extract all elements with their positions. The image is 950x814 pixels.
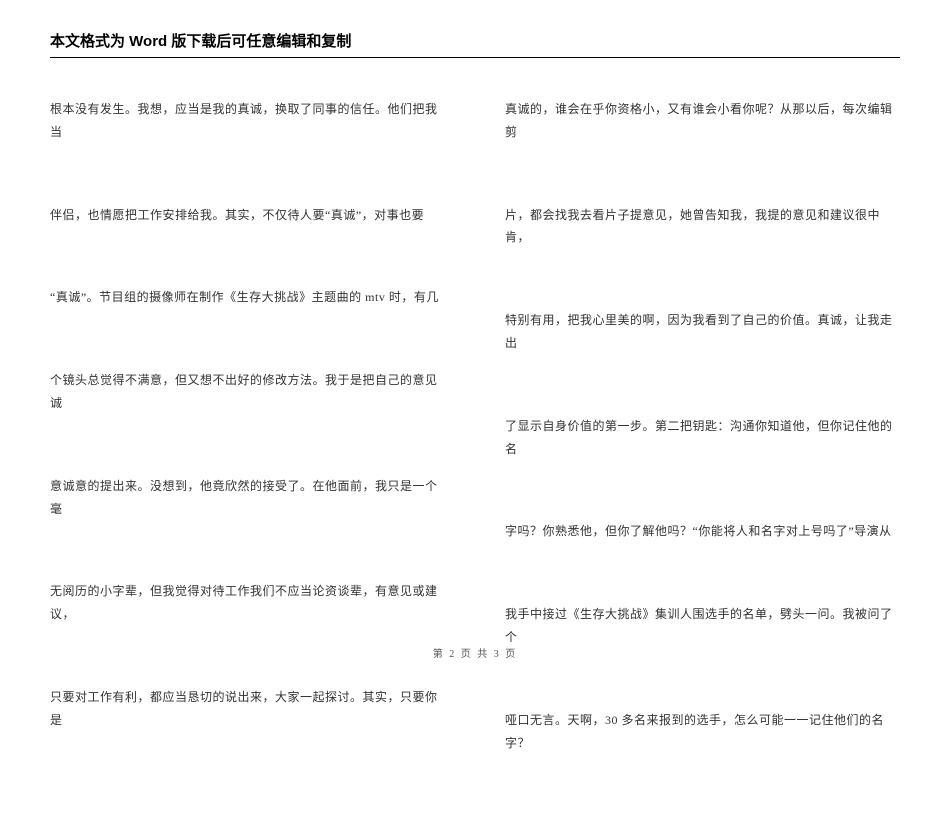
- paragraph-line: 个镜头总觉得不满意，但又想不出好的修改方法。我于是把自己的意见诚: [50, 369, 445, 415]
- two-column-layout: 根本没有发生。我想，应当是我的真诚，换取了同事的信任。他们把我当 伴侣，也情愿把…: [50, 98, 900, 814]
- left-column: 根本没有发生。我想，应当是我的真诚，换取了同事的信任。他们把我当 伴侣，也情愿把…: [50, 98, 445, 814]
- paragraph-line: 真诚的，谁会在乎你资格小，又有谁会小看你呢？从那以后，每次编辑剪: [505, 98, 900, 144]
- paragraph-line: 我手中接过《生存大挑战》集训人围选手的名单，劈头一问。我被问了个: [505, 603, 900, 649]
- document-page: 本文格式为 Word 版下载后可任意编辑和复制 根本没有发生。我想，应当是我的真…: [0, 0, 950, 814]
- paragraph-line: 根本没有发生。我想，应当是我的真诚，换取了同事的信任。他们把我当: [50, 98, 445, 144]
- paragraph-line: 只要对工作有利，都应当恳切的说出来，大家一起探讨。其实，只要你是: [50, 686, 445, 732]
- paragraph-line: 伴侣，也情愿把工作安排给我。其实，不仅待人要“真诚”，对事也要: [50, 204, 445, 227]
- paragraph-line: “真诚”。节目组的摄像师在制作《生存大挑战》主题曲的 mtv 时，有几: [50, 286, 445, 309]
- page-footer: 第 2 页 共 3 页: [0, 645, 950, 660]
- paragraph-line: 特别有用，把我心里美的啊，因为我看到了自己的价值。真诚，让我走出: [505, 309, 900, 355]
- paragraph-line: 意诚意的提出来。没想到，他竟欣然的接受了。在他面前，我只是一个毫: [50, 475, 445, 521]
- right-column: 真诚的，谁会在乎你资格小，又有谁会小看你呢？从那以后，每次编辑剪 片，都会找我去…: [505, 98, 900, 814]
- paragraph-line: 字吗？你熟悉他，但你了解他吗？“你能将人和名字对上号吗了”导演从: [505, 520, 900, 543]
- page-header-title: 本文格式为 Word 版下载后可任意编辑和复制: [50, 30, 900, 58]
- paragraph-line: 片，都会找我去看片子提意见，她曾告知我，我提的意见和建议很中肯，: [505, 204, 900, 250]
- paragraph-line: 哑口无言。天啊，30 多名来报到的选手，怎么可能一一记住他们的名字？: [505, 709, 900, 755]
- paragraph-line: 了显示自身价值的第一步。第二把钥匙：沟通你知道他，但你记住他的名: [505, 415, 900, 461]
- paragraph-line: 无阅历的小字辈，但我觉得对待工作我们不应当论资谈辈，有意见或建议，: [50, 580, 445, 626]
